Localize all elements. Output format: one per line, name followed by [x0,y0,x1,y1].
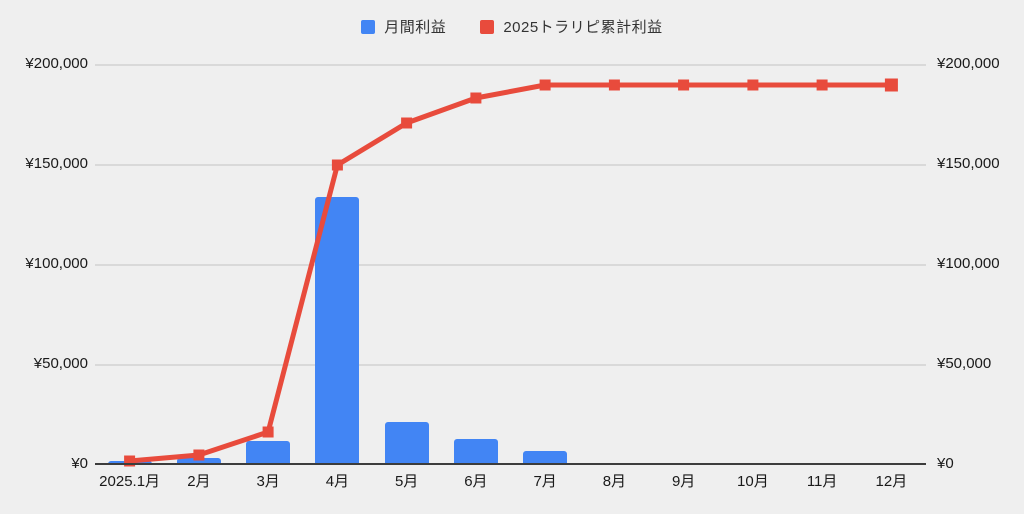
line-marker-2025.1月 [124,455,136,467]
x-tick-label: 10月 [737,473,769,490]
bar-5月 [384,422,429,464]
y-axis-right: ¥0 ¥50,000 ¥100,000 ¥150,000 ¥200,000 [937,0,1024,514]
y-tick-label: ¥100,000 [25,255,88,272]
x-axis: 2025.1月 2月 3月 4月 5月 6月 7月 8月 9月 10月 11月 12月 [95,470,926,494]
x-tick-label: 2025.1月 [99,473,161,490]
bar-2月 [176,458,221,464]
x-tick-label: 9月 [671,473,696,490]
x-tick-label: 12月 [875,473,908,490]
y-tick-label: ¥200,000 [937,55,1000,72]
gridline [95,264,926,266]
legend-swatch-icon [480,19,495,34]
line-marker-4月 [331,159,343,171]
x-tick-label: 7月 [533,473,557,490]
y-tick-label: ¥200,000 [25,55,88,72]
chart-legend: 月間利益 2025トラリピ累計利益 [0,16,1024,37]
legend-label: 月間利益 [384,19,447,36]
bar-7月 [523,451,568,464]
legend-item-cumulative-profit[interactable]: 2025トラリピ累計利益 [480,16,662,37]
y-tick-label: ¥50,000 [33,355,88,372]
line-marker-7月 [539,79,551,91]
legend-swatch-icon [361,19,376,34]
gridline [95,164,926,166]
line-marker-12月 [884,78,898,92]
x-tick-label: 5月 [394,473,419,490]
bar-3月 [246,441,291,464]
line-marker-2月 [193,449,205,461]
y-tick-label: ¥150,000 [937,155,1000,172]
bar-6月 [453,439,498,464]
x-tick-label: 4月 [325,473,350,490]
legend-item-monthly-profit[interactable]: 月間利益 [361,16,446,37]
cumulative-line-series [124,78,898,467]
legend-label: 2025トラリピ累計利益 [503,19,663,36]
line-marker-3月 [262,426,274,438]
y-tick-label: ¥100,000 [937,255,1000,272]
y-tick-label: ¥150,000 [25,155,88,172]
gridline [95,64,926,66]
x-tick-label: 11月 [806,473,838,490]
line-marker-8月 [608,79,620,91]
x-tick-label: 8月 [602,473,627,490]
bar-4月 [315,197,360,464]
y-tick-label: ¥0 [71,455,88,472]
gridline [95,364,926,366]
y-tick-label: ¥0 [937,455,954,472]
x-tick-label: 3月 [256,473,280,490]
x-tick-label: 6月 [464,473,488,490]
cumulative-line [127,82,894,464]
x-tick-label: 2月 [187,473,211,490]
y-axis-left: ¥0 ¥50,000 ¥100,000 ¥150,000 ¥200,000 [0,0,88,514]
line-marker-10月 [747,79,759,91]
y-tick-label: ¥50,000 [937,355,992,372]
x-axis-line [95,463,926,465]
line-marker-11月 [816,79,828,91]
plot-area [95,64,926,467]
line-marker-6月 [470,92,482,104]
line-marker-9月 [678,79,690,91]
line-marker-5月 [401,117,413,129]
